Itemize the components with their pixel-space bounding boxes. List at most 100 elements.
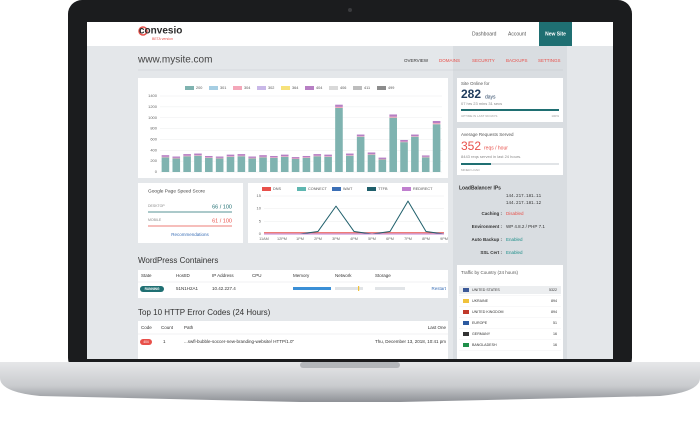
bar-segment [205,157,213,158]
bar-segment [226,156,235,172]
nav-link[interactable]: Account [508,31,527,37]
lb-row-value: Disabled [506,211,524,216]
bar-segment [302,157,311,158]
bar-segment [172,157,181,159]
section-title: Top 10 HTTP Error Codes (24 Hours) [138,308,271,317]
bar-segment [400,141,408,143]
code-badge [140,339,152,345]
bar-segment [389,117,397,172]
country: UNITED STATES [472,288,500,292]
traffic-title: Traffic by Country (24 hours) [461,270,519,275]
bar-segment [346,155,354,156]
flag [463,332,469,336]
bar-segment [280,154,289,157]
legend-swatch [329,86,338,90]
tab[interactable]: OVERVIEW [404,58,429,63]
x-tick-label: 7PM [404,237,412,241]
x-tick-label: 4PM [350,237,358,241]
bar-segment [215,156,224,158]
country-count: 5322 [549,288,557,292]
requests-unit: reqs / hour [484,145,508,151]
lb-row-label: Environment : [472,224,503,229]
legend-label: 302 [268,86,274,90]
column-header: Path [184,325,194,330]
bar-segment [237,154,246,156]
lb-ip: 144.217.181.12 [506,202,542,206]
y-tick-label: 1000 [148,115,158,120]
legend-swatch [209,86,218,90]
bar-segment [172,158,181,172]
requests-detail: 8443 reqs served in last 24 hours. [461,154,521,159]
legend-swatch [281,86,290,90]
country-count: 16 [553,343,557,347]
y-tick-label: 400 [150,147,157,152]
traffic-rows: UNITED STATES 5322 UKRAINE 894 UNITED KINGDO… [459,286,561,351]
x-tick-label: 9PM [440,237,448,241]
memory-bar [293,287,331,290]
bar-segment [400,142,408,172]
section-title: WordPress Containers [138,256,218,265]
bar-segment [313,155,322,157]
legend-label: 411 [364,86,370,90]
bar-segment [378,158,387,160]
uptime-label: Site Online for [461,81,490,86]
requests-value: 352 [461,139,481,153]
bar-segment [194,155,202,156]
row-highlight [459,286,561,294]
tab[interactable]: SECURITY [472,58,495,63]
bar-segment [432,123,441,125]
network-bar [335,287,363,290]
bar-segment [259,155,267,157]
x-tick-label: 2PM [314,237,322,241]
bar-segment [183,156,191,172]
bar-segment [259,157,267,172]
recommendations-link[interactable]: Recommendations [171,232,209,237]
nav-link[interactable]: Dashboard [472,31,497,37]
tab[interactable]: SETTINGS [538,58,561,63]
bar-segment [205,157,213,172]
bar-segment [194,153,202,156]
bar-segment [335,106,343,108]
country-count: 894 [551,299,557,303]
y-tick-label: 600 [150,136,157,141]
uptime-detail: 07 hrs 23 mins 31 secs [461,101,502,106]
legend-label: WAIT [343,187,353,191]
flag [463,343,469,347]
error-count: 1 [163,339,166,344]
bar-segment [432,124,441,172]
ip-address: 10.42.227.4 [212,286,236,291]
bar-segment [161,155,170,157]
base-notch [300,362,400,368]
bar-segment [226,156,235,157]
legend-swatch [377,86,386,90]
flag [463,321,469,325]
speed-label: DESKTOP [148,204,165,208]
new-site-button[interactable] [539,22,572,46]
country: UNITED KINGDOM [472,310,504,314]
country-count: 16 [553,332,557,336]
bar-segment [291,158,300,172]
legend-swatch [257,86,266,90]
restart-link[interactable]: Restart [431,286,446,291]
containers-table [138,270,448,298]
tab[interactable]: DOMAINS [439,58,460,63]
column-header: IP Address [212,273,234,278]
legend-swatch [262,187,271,191]
button-label[interactable]: New Site [545,31,566,37]
x-tick-label: 6PM [386,237,394,241]
bar-segment [270,155,278,158]
legend-swatch [297,187,306,191]
tab[interactable]: BACKUPS [506,58,528,63]
top-bar [87,22,613,46]
legend-label: 404 [316,86,322,90]
column-header: Memory [293,273,310,278]
country: GERMANY [472,332,491,336]
error-last: Thu, December 13, 2018, 10:41 pm [375,339,446,344]
column-header: Last One [428,325,447,330]
bar-segment [215,158,224,172]
bar-segment [248,157,256,159]
speed-score: 61 / 100 [212,218,232,224]
uptime-unit: days [485,94,496,100]
y-tick-label: 0 [259,231,262,236]
bar-segment [248,158,256,172]
